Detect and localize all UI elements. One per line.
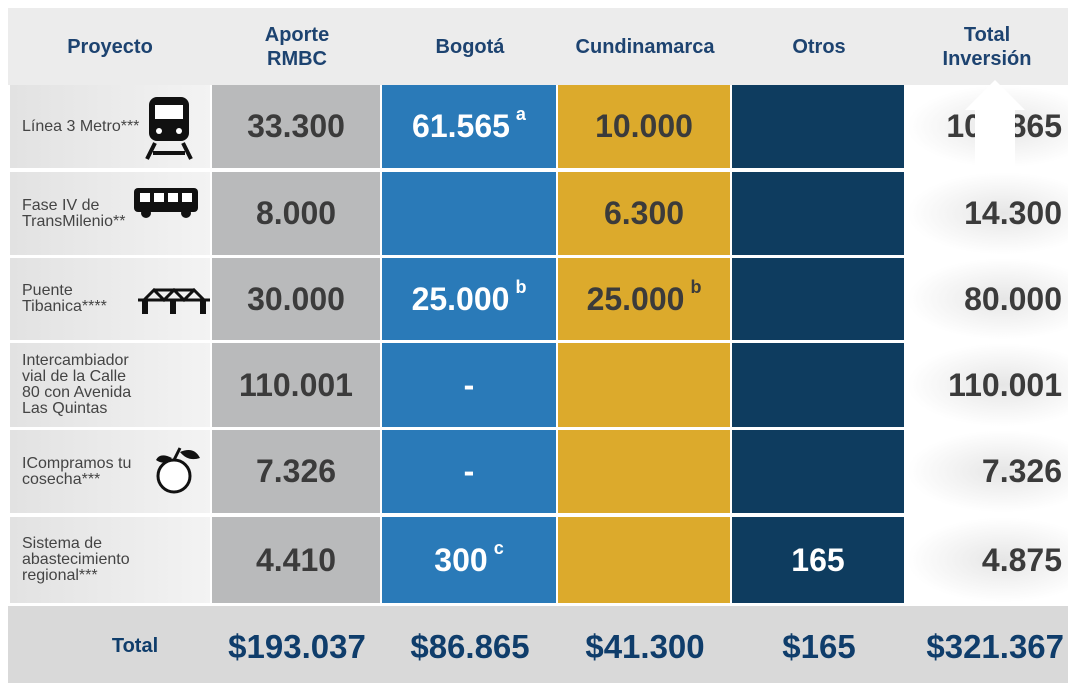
cell-otros — [732, 172, 904, 255]
value: 165 — [791, 541, 845, 578]
cell-cundinamarca: 25.000 b — [558, 258, 730, 340]
value: 8.000 — [255, 195, 337, 231]
value: 61.565 — [412, 108, 510, 144]
value: 4.875 — [981, 541, 1062, 578]
value: 300 — [434, 541, 488, 578]
value: 7.326 — [255, 453, 337, 489]
cell-total: 14.300 — [906, 172, 1068, 255]
value: 25.000 — [411, 280, 510, 317]
total-otros: $165 — [782, 627, 856, 665]
total-bg — [8, 606, 1068, 683]
total-label: Total — [111, 635, 159, 657]
value: 14.300 — [964, 195, 1062, 231]
cell-aporte: 110.001 — [212, 343, 380, 427]
value: - — [463, 453, 475, 489]
cell-aporte: 8.000 — [212, 172, 380, 255]
cell-total: 80.000 — [906, 258, 1068, 340]
column-header: Otros — [792, 36, 846, 58]
column-header: Total Inversión — [942, 24, 1032, 70]
value: 80.000 — [964, 280, 1062, 317]
total-cundinamarca: $41.300 — [585, 627, 705, 665]
cell-total: 4.875 — [906, 517, 1068, 603]
cell-otros — [732, 343, 904, 427]
total-bogota: $86.865 — [410, 627, 530, 665]
project-name: Intercambiador vial de la Calle 80 con A… — [10, 343, 210, 427]
fruit-icon — [156, 447, 200, 494]
value: 30.000 — [247, 280, 345, 317]
cell-cundinamarca: 10.000 — [558, 85, 730, 168]
train-icon — [145, 97, 193, 160]
cell-otros: 165 — [732, 517, 904, 603]
column-header: Bogotá — [435, 36, 505, 58]
column-header: Aporte RMBC — [264, 24, 330, 70]
project-name: ICompramos tu cosecha*** — [10, 430, 210, 513]
bus-icon — [134, 188, 198, 218]
cell-bogota: 61.565 a — [382, 85, 556, 168]
value: 4.410 — [255, 541, 337, 578]
value: 25.000 — [586, 280, 685, 317]
cell-otros — [732, 430, 904, 513]
value: 33.300 — [247, 108, 345, 144]
cell-cundinamarca: 6.300 — [558, 172, 730, 255]
value: 7.326 — [981, 453, 1062, 489]
cell-total: 110.001 — [906, 343, 1068, 427]
value: 10.000 — [595, 108, 693, 144]
arrow-icon — [965, 80, 1025, 168]
note: b — [515, 276, 527, 297]
value: 6.300 — [603, 195, 685, 231]
total-aporte: $193.037 — [228, 627, 366, 665]
note: a — [515, 104, 526, 124]
project-name: Sistema de abastecimiento regional*** — [10, 517, 210, 603]
header-bg — [8, 8, 1068, 85]
cell-total: 7.326 — [906, 430, 1068, 513]
cell-otros — [732, 258, 904, 340]
value: 110.001 — [948, 366, 1062, 403]
project-name: Fase IV de TransMilenio** — [10, 172, 210, 255]
total-total: $321.367 — [926, 627, 1064, 665]
cell-cundinamarca — [558, 430, 730, 513]
value: - — [463, 366, 475, 403]
cell-bogota — [382, 172, 556, 255]
cell-bogota: - — [382, 430, 556, 513]
cell-otros — [732, 85, 904, 168]
bridge-icon — [138, 288, 210, 314]
cell-bogota: 25.000 b — [382, 258, 556, 340]
column-header: Proyecto — [67, 36, 153, 58]
cell-cundinamarca — [558, 343, 730, 427]
note: c — [493, 537, 504, 558]
cell-aporte: 4.410 — [212, 517, 380, 603]
cell-aporte: 30.000 — [212, 258, 380, 340]
note: b — [690, 276, 702, 297]
value: 110.001 — [239, 366, 353, 403]
column-header: Cundinamarca — [575, 36, 715, 58]
cell-bogota: - — [382, 343, 556, 427]
cell-aporte: 7.326 — [212, 430, 380, 513]
cell-bogota: 300 c — [382, 517, 556, 603]
cell-cundinamarca — [558, 517, 730, 603]
cell-aporte: 33.300 — [212, 85, 380, 168]
